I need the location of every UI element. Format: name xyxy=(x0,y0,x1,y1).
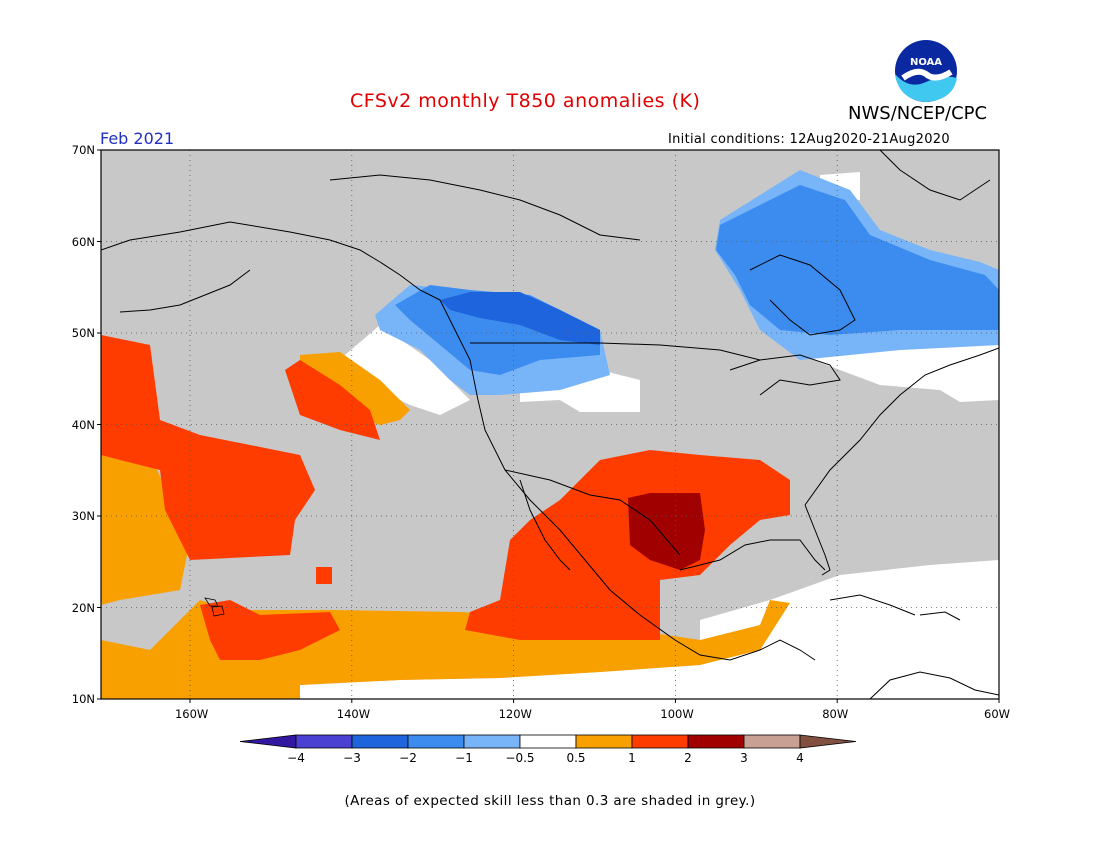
colorbar-swatch xyxy=(743,734,801,749)
warm-red-mexico-south-us xyxy=(465,450,790,640)
map-title: CFSv2 monthly T850 anomalies (K) xyxy=(350,90,701,112)
lat-label: 60N xyxy=(71,234,95,249)
hispaniola xyxy=(919,611,961,621)
florida xyxy=(804,504,831,576)
lat-label: 40N xyxy=(71,417,95,432)
west-coast-na xyxy=(439,299,761,661)
warm-red-small-patch xyxy=(316,567,332,584)
lat-label: 70N xyxy=(71,143,95,157)
lon-label: 120W xyxy=(498,707,532,721)
colorbar-swatch xyxy=(463,734,521,749)
colorbar-label: 3 xyxy=(740,751,748,765)
warm-red-hawaii xyxy=(200,600,340,660)
colorbar-swatch xyxy=(575,734,633,749)
colorbar-swatch xyxy=(687,734,745,749)
lon-label: 160W xyxy=(174,707,209,721)
colorbar-swatch xyxy=(351,734,409,749)
south-america xyxy=(869,671,999,699)
colorbar-label: −2 xyxy=(399,751,417,765)
colorbar-swatch xyxy=(631,734,689,749)
lat-label: 30N xyxy=(71,509,95,523)
alaska-peninsula xyxy=(119,269,251,313)
colorbar-label: −3 xyxy=(343,751,361,765)
cold-anomaly-east-canada xyxy=(715,170,999,360)
central-america xyxy=(759,639,816,661)
colorbar-label: 1 xyxy=(628,751,636,765)
canada-us-border xyxy=(470,342,761,361)
great-lakes xyxy=(729,354,841,396)
noaa-logo-text: NOAA xyxy=(910,57,942,68)
forecast-month: Feb 2021 xyxy=(100,129,175,148)
neutral-region-eq-pacific xyxy=(300,650,760,699)
colorbar-label: 0.5 xyxy=(566,751,586,765)
cold-anomaly-pacific-nw xyxy=(375,285,610,395)
org-label: NWS/NCEP/CPC xyxy=(848,103,988,124)
lat-label: 50N xyxy=(71,326,95,340)
neutral-region-nw-pacific xyxy=(345,325,470,415)
warm-orange-ne-pacific xyxy=(300,352,410,425)
lat-label: 10N xyxy=(71,692,95,706)
east-coast xyxy=(804,347,999,506)
colorbar-swatch xyxy=(407,734,465,749)
warm-orange-central-pacific xyxy=(101,450,190,605)
warm-red-offshore xyxy=(285,360,380,440)
warm-anomaly-red xyxy=(101,335,790,660)
colorbar-label: 2 xyxy=(684,751,692,765)
colorbar-swatch xyxy=(295,734,353,749)
warm-red-ne-pacific xyxy=(101,335,315,560)
warm-anomaly-core-texas xyxy=(628,493,705,570)
colorbar-label: −0.5 xyxy=(505,751,535,765)
alaska-coast xyxy=(101,221,441,301)
lon-label: 100W xyxy=(660,707,694,721)
lon-label: 80W xyxy=(822,707,849,721)
colorbar-label: 4 xyxy=(796,751,804,765)
neutral-region-atlantic xyxy=(800,345,999,402)
initial-conditions: Initial conditions: 12Aug2020-21Aug2020 xyxy=(668,132,950,147)
colorbar-arrow-low xyxy=(239,734,297,749)
arctic-coast xyxy=(329,174,641,241)
gulf-coast xyxy=(679,539,826,571)
coastlines xyxy=(101,150,999,699)
colorbar-arrow-high xyxy=(799,734,857,749)
neutral-region-caribbean xyxy=(700,560,999,699)
colorbar-label: −4 xyxy=(287,751,305,765)
lon-label: 60W xyxy=(984,707,1011,721)
noaa-logo: NOAA xyxy=(895,40,957,102)
greenland-coast xyxy=(879,150,991,201)
hudson-bay xyxy=(749,254,856,336)
cuba xyxy=(829,594,916,616)
us-mexico-border xyxy=(504,469,681,556)
colorbar-label: −1 xyxy=(455,751,473,765)
footer-note: (Areas of expected skill less than 0.3 a… xyxy=(344,793,756,809)
colorbar-swatch xyxy=(519,734,577,749)
hawaii-islands xyxy=(204,597,225,617)
lon-label: 140W xyxy=(336,707,371,721)
baja xyxy=(519,479,571,571)
axis-ticks xyxy=(97,149,1000,703)
lat-label: 20N xyxy=(71,600,95,615)
